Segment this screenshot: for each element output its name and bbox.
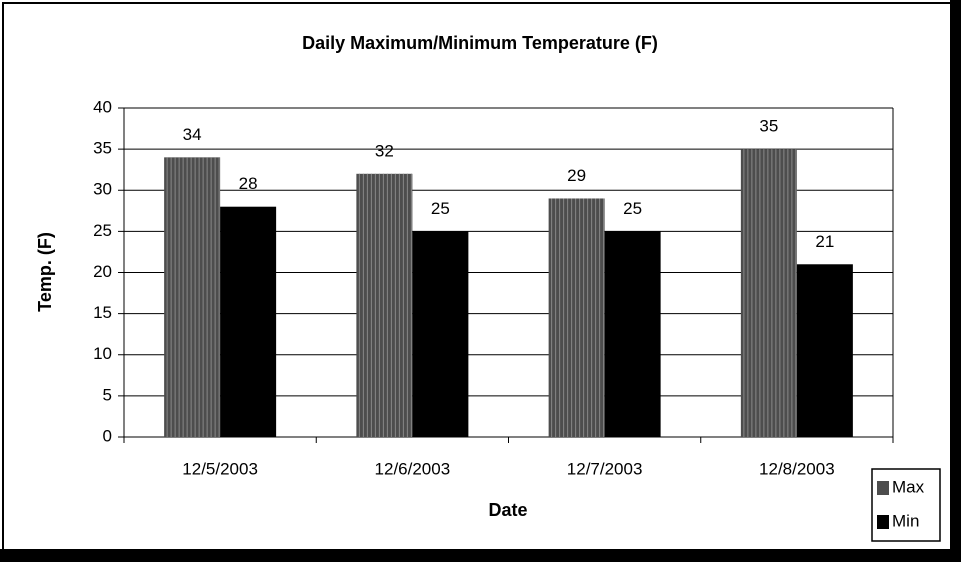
y-tick-label: 20: [93, 262, 112, 281]
x-tick-label: 12/7/2003: [567, 459, 643, 478]
frame-shadow: [950, 0, 961, 562]
frame-shadow: [0, 549, 961, 562]
y-tick-label: 5: [103, 385, 112, 404]
legend-label: Min: [892, 511, 919, 530]
x-tick-label: 12/8/2003: [759, 459, 835, 478]
y-tick-label: 40: [93, 97, 112, 116]
x-tick-label: 12/6/2003: [375, 459, 451, 478]
x-tick-label: 12/5/2003: [182, 459, 258, 478]
y-tick-label: 10: [93, 344, 112, 363]
data-label: 29: [567, 166, 586, 185]
y-tick-label: 0: [103, 426, 112, 445]
legend-swatch: [877, 481, 889, 495]
legend-swatch: [877, 515, 889, 529]
data-label: 32: [375, 141, 394, 160]
bar: [796, 264, 853, 437]
data-label: 25: [431, 199, 450, 218]
y-tick-label: 30: [93, 180, 112, 199]
y-tick-label: 35: [93, 139, 112, 158]
data-label: 21: [815, 232, 834, 251]
data-label: 34: [183, 125, 202, 144]
legend-label: Max: [892, 477, 925, 496]
data-label: 28: [239, 174, 258, 193]
y-axis-title: Temp. (F): [35, 232, 55, 312]
bar: [740, 149, 797, 437]
data-label: 25: [623, 199, 642, 218]
bar: [164, 157, 221, 437]
x-axis-title: Date: [488, 500, 527, 520]
bar: [356, 173, 413, 438]
bar: [412, 231, 469, 437]
y-tick-label: 25: [93, 221, 112, 240]
bar: [548, 198, 605, 437]
data-label: 35: [759, 117, 778, 136]
bar: [220, 206, 277, 437]
chart-title: Daily Maximum/Minimum Temperature (F): [302, 33, 658, 53]
bar: [604, 231, 661, 437]
y-tick-label: 15: [93, 303, 112, 322]
